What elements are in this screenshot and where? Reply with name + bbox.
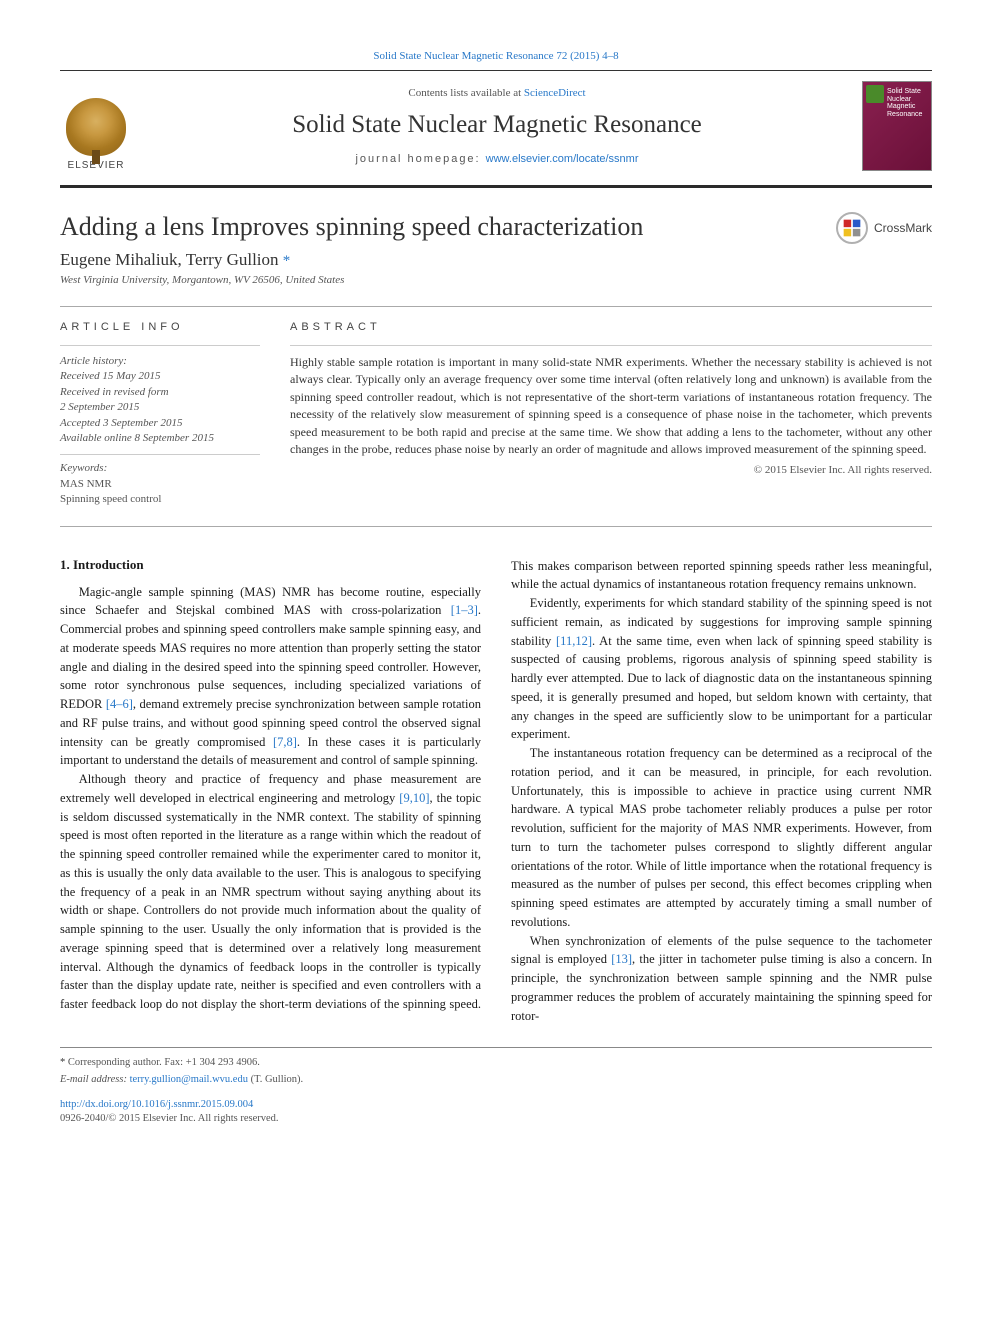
article-body: 1. Introduction Magic-angle sample spinn…: [60, 557, 932, 1026]
article-info-column: ARTICLE INFO Article history: Received 1…: [60, 321, 260, 508]
homepage-link[interactable]: www.elsevier.com/locate/ssnmr: [486, 153, 639, 165]
citation-link[interactable]: [13]: [611, 952, 632, 966]
keyword: MAS NMR: [60, 477, 260, 492]
body-paragraph: Evidently, experiments for which standar…: [511, 594, 932, 744]
corresponding-author-note: * Corresponding author. Fax: +1 304 293 …: [60, 1056, 932, 1071]
section-heading-intro: 1. Introduction: [60, 557, 481, 573]
history-line: Received 15 May 2015: [60, 369, 260, 384]
keyword: Spinning speed control: [60, 492, 260, 507]
top-citation-link[interactable]: Solid State Nuclear Magnetic Resonance 7…: [373, 50, 618, 62]
issn-copyright-line: 0926-2040/© 2015 Elsevier Inc. All right…: [60, 1112, 932, 1127]
history-line: Accepted 3 September 2015: [60, 416, 260, 431]
title-row: Adding a lens Improves spinning speed ch…: [60, 212, 932, 244]
email-link[interactable]: terry.gullion@mail.wvu.edu: [130, 1074, 248, 1085]
citation-link[interactable]: [4–6]: [106, 697, 133, 711]
crossmark-circle-icon: [836, 212, 868, 244]
corresponding-star-link[interactable]: *: [283, 253, 291, 269]
affiliation: West Virginia University, Morgantown, WV…: [60, 274, 932, 286]
top-citation: Solid State Nuclear Magnetic Resonance 7…: [60, 50, 932, 62]
elsevier-logo: ELSEVIER: [60, 81, 132, 171]
abstract-body: Highly stable sample rotation is importa…: [290, 345, 932, 458]
sciencedirect-link[interactable]: ScienceDirect: [524, 87, 586, 99]
contents-prefix: Contents lists available at: [408, 87, 523, 99]
citation-link[interactable]: [7,8]: [273, 735, 297, 749]
citation-link[interactable]: [9,10]: [399, 791, 429, 805]
email-label: E-mail address:: [60, 1074, 130, 1085]
abstract-column: ABSTRACT Highly stable sample rotation i…: [290, 321, 932, 508]
doi-link[interactable]: http://dx.doi.org/10.1016/j.ssnmr.2015.0…: [60, 1099, 253, 1110]
contents-line: Contents lists available at ScienceDirec…: [152, 87, 842, 99]
header-center: Contents lists available at ScienceDirec…: [132, 87, 862, 165]
history-line: 2 September 2015: [60, 400, 260, 415]
history-header: Article history:: [60, 354, 260, 369]
article-title: Adding a lens Improves spinning speed ch…: [60, 212, 643, 242]
cover-text: Solid State Nuclear Magnetic Resonance: [887, 88, 927, 119]
crossmark-badge[interactable]: CrossMark: [836, 212, 932, 244]
email-who: (T. Gullion).: [248, 1074, 303, 1085]
citation-link[interactable]: [11,12]: [556, 634, 592, 648]
elsevier-tree-icon: [66, 98, 126, 156]
journal-header: ELSEVIER Contents lists available at Sci…: [60, 70, 932, 188]
history-line: Received in revised form: [60, 385, 260, 400]
crossmark-label: CrossMark: [874, 221, 932, 235]
doi-line: http://dx.doi.org/10.1016/j.ssnmr.2015.0…: [60, 1098, 932, 1113]
email-line: E-mail address: terry.gullion@mail.wvu.e…: [60, 1073, 932, 1088]
article-info-heading: ARTICLE INFO: [60, 321, 260, 333]
body-text: Magic-angle sample spinning (MAS) NMR ha…: [60, 585, 481, 618]
body-text: . Commercial probes and spinning speed c…: [60, 603, 481, 711]
article-history: Article history: Received 15 May 2015 Re…: [60, 345, 260, 446]
abstract-heading: ABSTRACT: [290, 321, 932, 333]
journal-cover-thumb: Solid State Nuclear Magnetic Resonance: [862, 81, 932, 171]
journal-name: Solid State Nuclear Magnetic Resonance: [152, 111, 842, 139]
cover-badge-icon: [866, 85, 884, 103]
keywords-block: Keywords: MAS NMR Spinning speed control: [60, 454, 260, 507]
keywords-header: Keywords:: [60, 461, 260, 476]
body-text: , the topic is seldom discussed systemat…: [60, 791, 481, 974]
body-paragraph: Magic-angle sample spinning (MAS) NMR ha…: [60, 583, 481, 771]
authors-names: Eugene Mihaliuk, Terry Gullion: [60, 250, 279, 269]
homepage-line: journal homepage: www.elsevier.com/locat…: [152, 153, 842, 165]
authors-line: Eugene Mihaliuk, Terry Gullion *: [60, 250, 932, 270]
body-text: . At the same time, even when lack of sp…: [511, 634, 932, 742]
body-paragraph: When synchronization of elements of the …: [511, 932, 932, 1026]
citation-link[interactable]: [1–3]: [451, 603, 478, 617]
footnote-star-icon: *: [60, 1057, 68, 1068]
body-paragraph: The instantaneous rotation frequency can…: [511, 744, 932, 932]
info-abstract-row: ARTICLE INFO Article history: Received 1…: [60, 306, 932, 527]
abstract-copyright: © 2015 Elsevier Inc. All rights reserved…: [290, 464, 932, 476]
homepage-prefix: journal homepage:: [355, 153, 485, 165]
history-line: Available online 8 September 2015: [60, 431, 260, 446]
footer: * Corresponding author. Fax: +1 304 293 …: [60, 1047, 932, 1127]
corr-text: Corresponding author. Fax: +1 304 293 49…: [68, 1057, 260, 1068]
page-root: Solid State Nuclear Magnetic Resonance 7…: [0, 0, 992, 1177]
